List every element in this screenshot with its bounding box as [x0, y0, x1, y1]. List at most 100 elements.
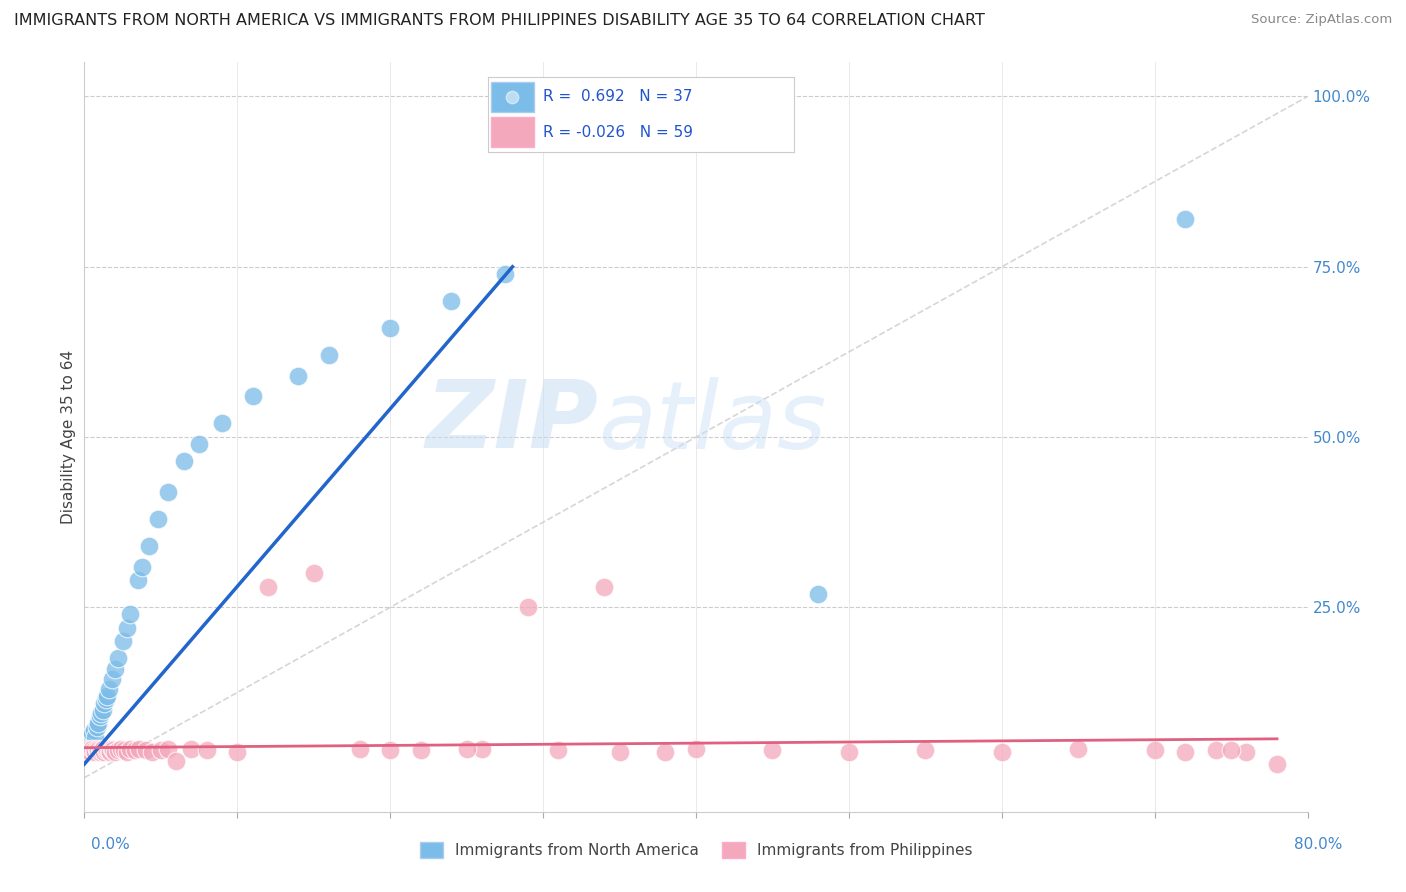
- Point: [110, 742, 132, 756]
- Point: [83, 723, 105, 737]
- Point: [180, 742, 202, 756]
- Point: [90, 743, 112, 757]
- Point: [1174, 745, 1197, 759]
- Point: [107, 743, 129, 757]
- Point: [302, 566, 325, 581]
- Point: [1067, 742, 1090, 756]
- Point: [135, 743, 157, 757]
- Point: [128, 742, 150, 756]
- Text: 80.0%: 80.0%: [1295, 837, 1343, 852]
- Point: [79, 730, 101, 744]
- Point: [104, 745, 127, 759]
- Point: [84, 745, 107, 759]
- Point: [242, 389, 264, 403]
- Point: [914, 743, 936, 757]
- Text: 0.0%: 0.0%: [91, 837, 131, 852]
- Point: [112, 743, 135, 757]
- Point: [94, 692, 117, 706]
- Point: [80, 742, 103, 756]
- Point: [1220, 743, 1243, 757]
- Point: [94, 743, 117, 757]
- Point: [90, 706, 112, 720]
- Point: [89, 745, 111, 759]
- Point: [685, 742, 707, 756]
- Point: [86, 742, 108, 756]
- Point: [111, 634, 134, 648]
- Point: [127, 573, 149, 587]
- Point: [1143, 743, 1166, 757]
- Point: [83, 743, 105, 757]
- Point: [131, 559, 153, 574]
- Point: [93, 745, 115, 759]
- Point: [141, 745, 163, 759]
- Point: [87, 743, 110, 757]
- Point: [257, 580, 280, 594]
- Point: [115, 745, 138, 759]
- Point: [991, 745, 1014, 759]
- Point: [226, 745, 249, 759]
- Point: [91, 702, 114, 716]
- Point: [456, 742, 478, 756]
- Point: [76, 742, 98, 756]
- Point: [103, 743, 125, 757]
- Point: [104, 662, 127, 676]
- Point: [101, 742, 124, 756]
- Point: [120, 742, 142, 756]
- Point: [115, 621, 138, 635]
- Point: [124, 743, 146, 757]
- Point: [107, 651, 129, 665]
- Point: [1236, 745, 1258, 759]
- Point: [146, 512, 169, 526]
- Point: [593, 580, 616, 594]
- Point: [547, 743, 569, 757]
- Point: [1265, 757, 1288, 772]
- Point: [98, 745, 121, 759]
- Point: [138, 539, 160, 553]
- Y-axis label: Disability Age 35 to 64: Disability Age 35 to 64: [60, 350, 76, 524]
- Legend: Immigrants from North America, Immigrants from Philippines: Immigrants from North America, Immigrant…: [413, 836, 979, 864]
- Point: [93, 696, 115, 710]
- Point: [91, 742, 114, 756]
- Point: [287, 368, 309, 383]
- Point: [349, 742, 371, 756]
- Point: [838, 745, 860, 759]
- Point: [97, 743, 120, 757]
- Point: [165, 754, 187, 768]
- Point: [1205, 743, 1227, 757]
- Point: [409, 743, 432, 757]
- Point: [87, 716, 110, 731]
- Point: [89, 709, 111, 723]
- Point: [157, 742, 180, 756]
- Point: [471, 742, 494, 756]
- Text: Source: ZipAtlas.com: Source: ZipAtlas.com: [1251, 13, 1392, 27]
- Point: [96, 689, 118, 703]
- Point: [173, 454, 195, 468]
- Point: [77, 743, 100, 757]
- Point: [380, 743, 402, 757]
- Point: [807, 587, 830, 601]
- Point: [96, 742, 118, 756]
- Text: atlas: atlas: [598, 376, 827, 467]
- Point: [157, 484, 180, 499]
- Point: [761, 743, 783, 757]
- Point: [318, 348, 340, 362]
- Point: [149, 743, 172, 757]
- Point: [84, 730, 107, 744]
- Point: [77, 733, 100, 747]
- Point: [101, 672, 124, 686]
- Point: [654, 745, 676, 759]
- Text: ZIP: ZIP: [425, 376, 598, 468]
- Point: [609, 745, 631, 759]
- Point: [75, 743, 97, 757]
- Point: [516, 600, 538, 615]
- Point: [440, 293, 463, 308]
- Point: [188, 437, 211, 451]
- Point: [120, 607, 142, 622]
- Point: [211, 417, 233, 431]
- Text: IMMIGRANTS FROM NORTH AMERICA VS IMMIGRANTS FROM PHILIPPINES DISABILITY AGE 35 T: IMMIGRANTS FROM NORTH AMERICA VS IMMIGRA…: [14, 13, 986, 29]
- Point: [76, 739, 98, 754]
- Point: [380, 321, 402, 335]
- Point: [79, 745, 101, 759]
- Point: [97, 682, 120, 697]
- Point: [86, 720, 108, 734]
